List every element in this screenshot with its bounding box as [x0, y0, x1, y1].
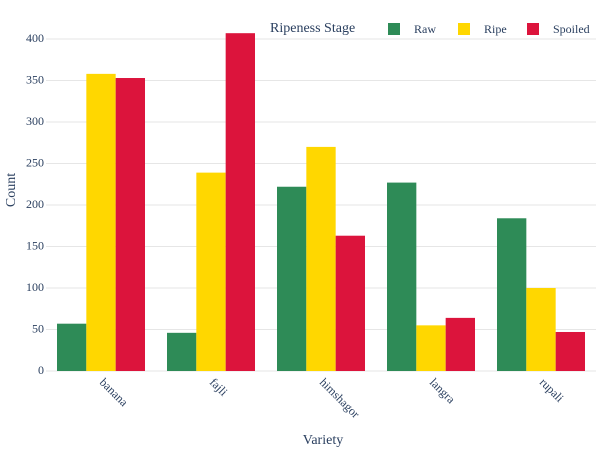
y-tick-label: 200: [26, 197, 44, 211]
bar: [167, 332, 197, 371]
bar: [445, 317, 475, 371]
legend-swatch: [527, 23, 539, 35]
legend-swatch: [388, 23, 400, 35]
y-axis-title: Count: [4, 173, 19, 207]
bar: [497, 218, 527, 371]
bar: [306, 146, 336, 371]
bar: [225, 33, 255, 371]
y-tick-label: 150: [26, 238, 44, 252]
x-tick-label: himshagor: [317, 375, 363, 421]
bar: [115, 78, 145, 371]
y-tick-label: 400: [26, 31, 44, 45]
x-tick-label: fajli: [207, 375, 231, 399]
x-tick-label: rupali: [537, 375, 567, 405]
bar: [387, 182, 417, 371]
bar: [277, 186, 307, 371]
bar: [335, 235, 365, 371]
x-axis-title: Variety: [303, 433, 343, 448]
y-tick-label: 250: [26, 155, 44, 169]
y-tick-label: 350: [26, 72, 44, 86]
bar: [196, 172, 226, 371]
legend-label: Ripe: [484, 22, 507, 36]
y-tick-label: 300: [26, 114, 44, 128]
legend-label: Raw: [414, 22, 436, 36]
bar: [86, 73, 116, 372]
bar: [57, 323, 87, 371]
y-tick-label: 0: [38, 363, 44, 377]
bar: [416, 325, 446, 371]
y-tick-label: 100: [26, 280, 44, 294]
x-tick-label: banana: [97, 375, 131, 409]
legend-label: Spoiled: [553, 22, 590, 36]
x-tick-label: langra: [427, 375, 459, 407]
legend-title: Ripeness Stage: [270, 21, 355, 36]
bar: [555, 331, 585, 371]
bar: [526, 288, 556, 371]
legend-swatch: [458, 23, 470, 35]
y-tick-label: 50: [32, 321, 44, 335]
